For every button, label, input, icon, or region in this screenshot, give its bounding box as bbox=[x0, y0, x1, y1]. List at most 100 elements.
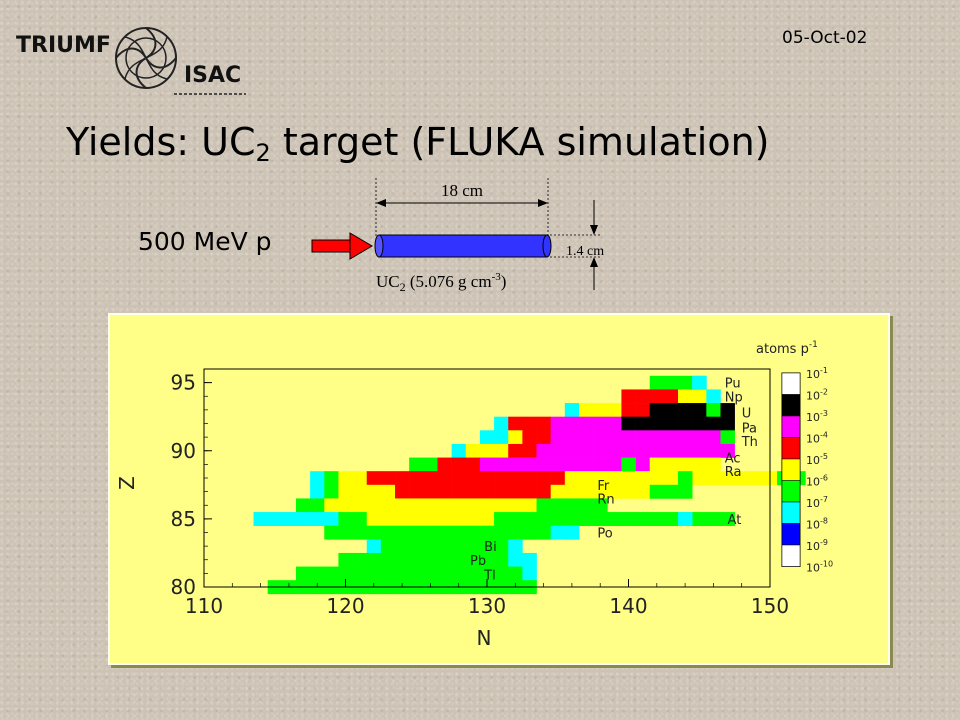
element-label: Tl bbox=[483, 569, 496, 584]
heatmap-cell bbox=[593, 457, 608, 472]
heatmap-cell bbox=[621, 457, 636, 472]
heatmap-cell bbox=[621, 512, 636, 526]
heatmap-cell bbox=[522, 512, 537, 526]
heatmap-cell bbox=[678, 512, 693, 526]
heatmap-cell bbox=[663, 471, 679, 486]
element-label: Ac bbox=[725, 452, 741, 467]
heatmap-cell bbox=[310, 484, 325, 499]
heatmap-cell bbox=[607, 443, 622, 458]
chart-panel: 110 120 130 140 150 80 85 90 95 Pu Np U Pa Th Ac Ra Fr R… bbox=[108, 313, 890, 665]
heatmap-cell bbox=[281, 512, 297, 526]
legend-label: 10-6 bbox=[806, 474, 828, 489]
heatmap-cell bbox=[578, 443, 594, 458]
heatmap-cell bbox=[635, 471, 651, 486]
heatmap-cell bbox=[423, 484, 438, 499]
heatmap-cell bbox=[479, 539, 495, 554]
heatmap-cell bbox=[267, 512, 283, 526]
heatmap-cell bbox=[678, 389, 693, 404]
heatmap-cell bbox=[352, 498, 368, 513]
heatmap-cell bbox=[395, 566, 410, 581]
heatmap-cell bbox=[437, 552, 452, 567]
element-label: U bbox=[742, 407, 752, 422]
heatmap-cell bbox=[479, 430, 495, 445]
heatmap-cell bbox=[352, 471, 368, 486]
heatmap-cell bbox=[607, 457, 622, 472]
heatmap-cell bbox=[508, 484, 523, 499]
heatmap-cell bbox=[621, 389, 636, 404]
heatmap-cell bbox=[649, 484, 665, 499]
heatmap-cell bbox=[465, 525, 481, 540]
heatmap-cell bbox=[352, 525, 368, 540]
heatmap-cell bbox=[607, 403, 622, 417]
heatmap-cell bbox=[338, 484, 353, 499]
beam-label: 500 MeV p bbox=[138, 227, 272, 256]
heatmap-cell bbox=[593, 484, 608, 499]
legend: atoms p-1 10-1 10-2 10-3 10-4 10-5 10-6 10-7 10-… bbox=[756, 340, 833, 575]
heatmap-cell bbox=[465, 498, 481, 513]
heatmap-cell bbox=[692, 430, 707, 445]
heatmap-cell bbox=[522, 566, 537, 581]
heatmap-cell bbox=[423, 512, 438, 526]
heatmap-cell bbox=[522, 443, 537, 458]
page-title: Yields: UC2 target (FLUKA simulation) bbox=[66, 120, 770, 167]
heatmap-cell bbox=[550, 457, 566, 472]
heatmap-cell bbox=[550, 525, 566, 540]
heatmap-cell bbox=[508, 498, 523, 513]
heatmap-cell bbox=[663, 430, 679, 445]
legend-label: 10-8 bbox=[806, 517, 828, 532]
heatmap-cell bbox=[522, 484, 537, 499]
heatmap-cell bbox=[508, 512, 523, 526]
heatmap-cell bbox=[522, 552, 537, 567]
heatmap-cell bbox=[663, 443, 679, 458]
legend-label: 10-5 bbox=[806, 452, 828, 467]
x-tick-label: 120 bbox=[326, 594, 364, 618]
heatmap-cell bbox=[409, 525, 424, 540]
heatmap-cell bbox=[706, 389, 721, 404]
heatmap-cell bbox=[310, 566, 325, 581]
legend-title: atoms p-1 bbox=[756, 340, 818, 357]
heatmap-cell bbox=[338, 566, 353, 581]
heatmap-cell bbox=[366, 552, 382, 567]
heatmap-cell bbox=[380, 471, 396, 486]
heatmap-cell bbox=[564, 457, 580, 472]
legend-label: 10-7 bbox=[806, 495, 828, 510]
heatmap-cell bbox=[649, 512, 665, 526]
heatmap-cell bbox=[607, 471, 622, 486]
heatmap-cell bbox=[479, 443, 495, 458]
element-label: Po bbox=[597, 527, 612, 542]
heatmap-cell bbox=[536, 484, 551, 499]
date-label: 05-Oct-02 bbox=[782, 28, 868, 48]
heatmap-cell bbox=[564, 403, 580, 417]
heatmap-cell bbox=[748, 471, 764, 486]
heatmap-cell bbox=[649, 457, 665, 472]
heatmap-cell bbox=[706, 430, 721, 445]
heatmap-cell bbox=[635, 430, 651, 445]
heatmap-cell bbox=[649, 430, 665, 445]
heatmap-cell bbox=[395, 484, 410, 499]
heatmap-cell bbox=[409, 484, 424, 499]
heatmap-cell bbox=[522, 457, 537, 472]
heatmap-cell bbox=[494, 512, 509, 526]
heatmap-cell bbox=[678, 375, 693, 390]
heatmap-cell bbox=[550, 471, 566, 486]
heatmap-cell bbox=[380, 525, 396, 540]
y-tick-label: 90 bbox=[171, 439, 196, 463]
diameter-label: 1.4 cm bbox=[566, 244, 604, 259]
heatmap-cell bbox=[607, 416, 622, 431]
heatmap-cell bbox=[706, 416, 721, 431]
heatmap-cell bbox=[508, 525, 523, 540]
legend-label: 10-2 bbox=[806, 388, 828, 403]
title-subscript: 2 bbox=[255, 139, 271, 167]
x-tick-label: 130 bbox=[468, 594, 506, 618]
heatmap-cell bbox=[423, 552, 438, 567]
heatmap-cell bbox=[593, 498, 608, 513]
heatmap-cell bbox=[479, 566, 495, 581]
heatmap-cell bbox=[621, 430, 636, 445]
heatmap-cell bbox=[494, 539, 509, 554]
heatmap-cell bbox=[649, 471, 665, 486]
triumf-isac-logo: TRIUMF ISAC bbox=[16, 27, 246, 95]
x-tick-label: 150 bbox=[751, 594, 789, 618]
heatmap-cell bbox=[465, 552, 481, 567]
heatmap-cell bbox=[295, 512, 311, 526]
